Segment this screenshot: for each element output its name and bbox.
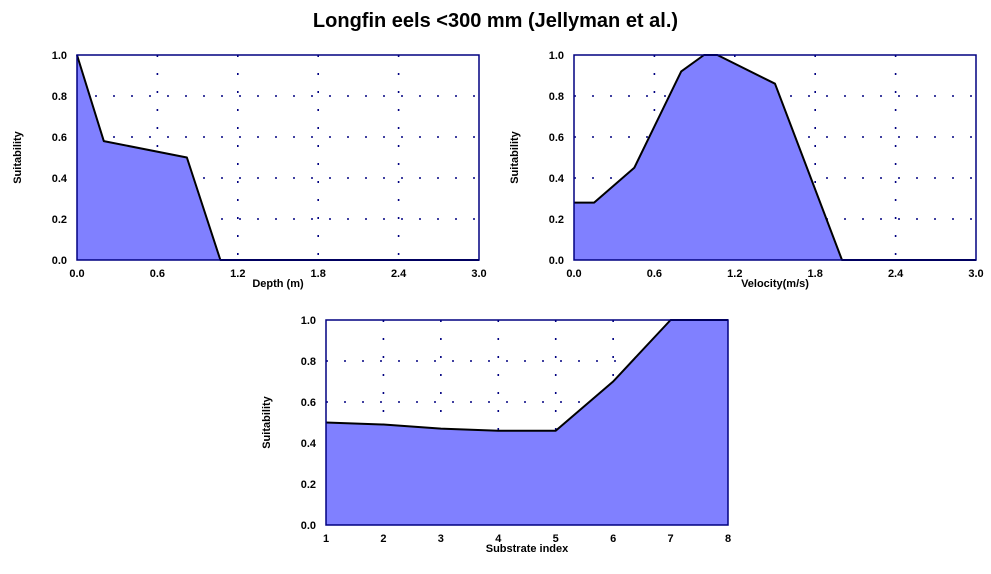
substrate-ytick-label: 0.6 [301,397,316,409]
substrate-ytick-label: 1.0 [301,315,316,327]
substrate-xtick-label: 8 [725,533,731,545]
velocity-xtick-label: 0.6 [647,268,662,280]
depth-ytick-label: 0.8 [52,91,67,103]
substrate-ytick-label: 0.4 [301,438,317,450]
substrate-data-point [497,429,500,432]
substrate-xtick-label: 6 [610,533,616,545]
substrate-xtick-label: 7 [668,533,674,545]
substrate-ytick-label: 0.8 [301,356,316,368]
depth-xtick-label: 0.0 [69,268,84,280]
depth-xtick-label: 1.8 [311,268,326,280]
velocity-ytick-label: 0.4 [549,173,565,185]
substrate-yaxis-label: Suitability [261,395,273,448]
velocity-chart: 0.0 0.6 1.2 1.8 2.4 3.0 0.0 0.2 0.4 0.6 0.8 1.0 Velo… [509,50,984,290]
substrate-data-point [612,380,615,383]
velocity-xtick-label: 0.0 [566,268,581,280]
substrate-xtick-label: 1 [323,533,329,545]
velocity-ytick-label: 0.8 [549,91,564,103]
depth-xtick-label: 2.4 [391,268,407,280]
substrate-xtick-label: 4 [495,533,502,545]
depth-xtick-label: 3.0 [471,268,486,280]
depth-xaxis-label: Depth (m) [252,278,304,290]
velocity-area-fill [574,55,976,260]
velocity-ytick-label: 0.2 [549,214,564,226]
substrate-ytick-label: 0.2 [301,479,316,491]
velocity-xtick-label: 2.4 [888,268,904,280]
depth-ytick-label: 0.0 [52,255,67,267]
velocity-data-point [593,201,596,204]
depth-chart: 0.0 0.6 1.2 1.8 2.4 3.0 0.0 0.2 0.4 0.6 0.8 1.0 Dept… [12,50,487,290]
depth-ytick-label: 0.2 [52,214,67,226]
substrate-data-point [554,429,557,432]
substrate-data-point [439,427,442,430]
depth-ytick-label: 1.0 [52,50,67,62]
depth-xtick-label: 1.2 [230,268,245,280]
substrate-plot-frame [325,319,729,526]
substrate-xtick-label: 2 [380,533,386,545]
depth-data-point [102,140,105,143]
substrate-xtick-label: 5 [553,533,559,545]
substrate-chart: 1 2 3 4 5 6 7 8 0.0 0.2 0.4 0.6 0.8 1.0 Substrate inde… [261,315,731,555]
velocity-yaxis-label: Suitability [509,130,521,183]
velocity-plot-frame [573,54,977,261]
figure-title: Longfin eels <300 mm (Jellyman et al.) [312,10,679,32]
substrate-series-line [325,319,728,432]
depth-ytick-label: 0.4 [52,173,68,185]
depth-data-point [185,156,188,159]
depth-area-fill [77,55,479,260]
velocity-data-point [680,70,683,73]
depth-yaxis-label: Suitability [12,130,24,183]
substrate-xaxis-label: Substrate index [486,543,569,555]
velocity-ytick-label: 0.0 [549,255,564,267]
velocity-xaxis-label: Velocity(m/s) [741,278,809,290]
substrate-ytick-label: 0.0 [301,520,316,532]
velocity-data-point [774,82,777,85]
velocity-xtick-label: 1.8 [808,268,823,280]
velocity-ytick-label: 0.6 [549,132,564,144]
depth-xtick-label: 0.6 [150,268,165,280]
substrate-data-point [382,423,385,426]
velocity-ytick-label: 1.0 [549,50,564,62]
velocity-xtick-label: 1.2 [727,268,742,280]
velocity-xtick-label: 3.0 [968,268,983,280]
substrate-xtick-label: 3 [438,533,444,545]
velocity-data-point [633,166,636,169]
depth-plot-frame [76,54,480,261]
depth-ytick-label: 0.6 [52,132,67,144]
substrate-area-fill [326,320,728,525]
